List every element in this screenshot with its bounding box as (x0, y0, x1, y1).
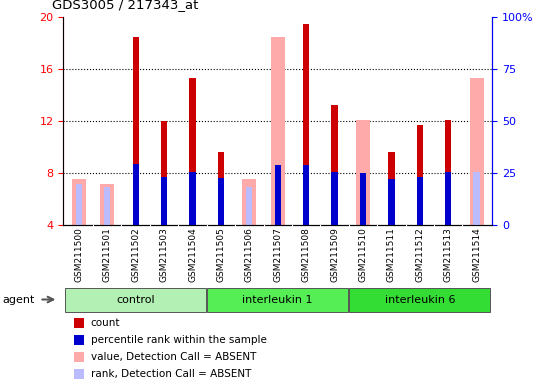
Text: interleukin 1: interleukin 1 (243, 295, 313, 305)
Bar (161, 177, 167, 225)
Bar (104, 187, 111, 225)
Bar (189, 172, 196, 225)
Text: GSM211513: GSM211513 (444, 228, 453, 283)
FancyBboxPatch shape (349, 288, 490, 312)
Bar (445, 172, 452, 225)
Bar (360, 173, 366, 225)
Text: GSM211514: GSM211514 (472, 228, 481, 282)
Bar (417, 125, 423, 225)
FancyBboxPatch shape (207, 288, 348, 312)
Bar (274, 165, 281, 225)
Text: GSM211500: GSM211500 (74, 228, 84, 283)
Bar (72, 179, 86, 225)
Bar (189, 78, 196, 225)
Text: agent: agent (3, 295, 35, 305)
Text: GSM211504: GSM211504 (188, 228, 197, 282)
Text: GSM211501: GSM211501 (103, 228, 112, 283)
Text: GSM211510: GSM211510 (359, 228, 367, 283)
Bar (271, 37, 285, 225)
Text: GSM211502: GSM211502 (131, 228, 140, 282)
Bar (332, 106, 338, 225)
Bar (133, 37, 139, 225)
Text: percentile rank within the sample: percentile rank within the sample (91, 335, 267, 345)
Bar (242, 179, 256, 225)
Text: control: control (117, 295, 155, 305)
Text: GSM211505: GSM211505 (217, 228, 226, 283)
Bar (356, 120, 370, 225)
Bar (388, 179, 394, 225)
Bar (417, 177, 423, 225)
Text: count: count (91, 318, 120, 328)
Bar (274, 168, 281, 225)
Bar (218, 152, 224, 225)
Text: GSM211507: GSM211507 (273, 228, 282, 283)
FancyBboxPatch shape (65, 288, 206, 312)
Text: GSM211511: GSM211511 (387, 228, 396, 283)
Bar (100, 184, 114, 225)
Text: rank, Detection Call = ABSENT: rank, Detection Call = ABSENT (91, 369, 251, 379)
Bar (76, 184, 82, 225)
Text: value, Detection Call = ABSENT: value, Detection Call = ABSENT (91, 352, 256, 362)
Text: GSM211512: GSM211512 (415, 228, 424, 282)
Bar (445, 120, 452, 225)
Text: GSM211503: GSM211503 (160, 228, 169, 283)
Bar (161, 121, 167, 225)
Bar (303, 165, 309, 225)
Text: GSM211508: GSM211508 (301, 228, 311, 283)
Text: GDS3005 / 217343_at: GDS3005 / 217343_at (52, 0, 199, 11)
Bar (470, 78, 484, 225)
Bar (332, 172, 338, 225)
Bar (218, 178, 224, 225)
Bar (388, 152, 394, 225)
Bar (474, 172, 480, 225)
Bar (246, 187, 252, 225)
Text: interleukin 6: interleukin 6 (384, 295, 455, 305)
Bar (303, 24, 309, 225)
Text: GSM211509: GSM211509 (330, 228, 339, 283)
Text: GSM211506: GSM211506 (245, 228, 254, 283)
Bar (133, 164, 139, 225)
